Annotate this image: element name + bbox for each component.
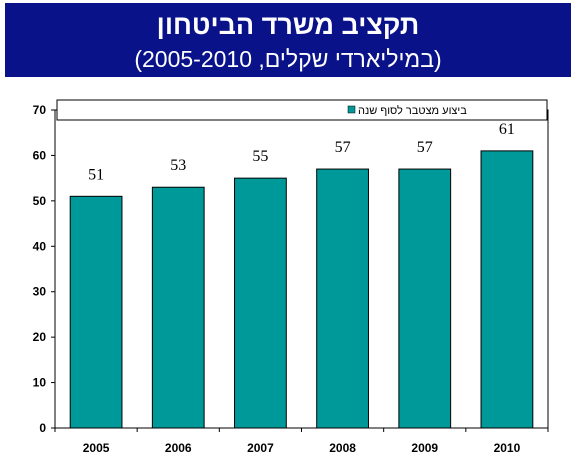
y-tick-label: 20	[33, 330, 47, 344]
x-tick-label: 2007	[247, 441, 274, 455]
legend-box	[56, 99, 548, 121]
y-tick-label: 10	[33, 376, 47, 390]
bar	[151, 186, 205, 429]
x-tick-label: 2006	[165, 441, 192, 455]
data-label: 51	[88, 166, 104, 183]
x-tick-label: 2005	[83, 441, 110, 455]
bar	[398, 168, 452, 429]
y-tick-label: 0	[39, 421, 46, 435]
data-label: 55	[252, 148, 268, 165]
x-tick-label: 2009	[411, 441, 438, 455]
legend-label: ביצוע מצטבר לסוף שנה	[358, 104, 467, 117]
chart-subtitle: (במיליארדי שקלים, 2005-2010)	[134, 46, 442, 72]
y-tick-label: 70	[33, 103, 47, 117]
bar	[234, 177, 287, 429]
data-label: 61	[499, 121, 515, 138]
y-tick-label: 50	[33, 194, 47, 208]
x-tick-label: 2008	[329, 441, 356, 455]
data-label: 53	[170, 157, 186, 174]
data-label: 57	[335, 139, 351, 156]
y-tick-label: 30	[33, 285, 47, 299]
legend-swatch	[347, 105, 356, 114]
bar	[69, 195, 123, 429]
bar	[316, 168, 369, 429]
data-label: 57	[417, 139, 433, 156]
chart-title: תקציב משרד הביטחון	[156, 10, 420, 40]
title-banner: תקציב משרד הביטחון (במיליארדי שקלים, 200…	[5, 3, 571, 77]
plot-frame	[54, 109, 549, 429]
x-tick-label: 2010	[494, 441, 521, 455]
y-tick-label: 60	[33, 148, 47, 162]
y-tick-label: 40	[33, 239, 47, 253]
bar	[480, 150, 534, 429]
